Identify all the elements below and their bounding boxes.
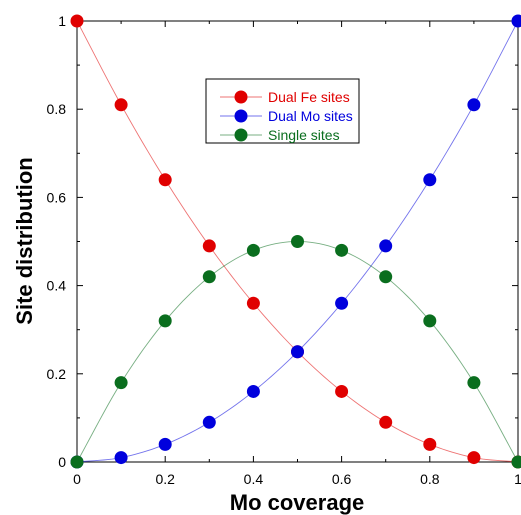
legend-label-1: Dual Mo sites [268, 108, 353, 124]
data-markers [70, 14, 521, 469]
legend: Dual Fe sites Dual Mo sites Single sites [205, 78, 360, 144]
data-point-series-0 [467, 451, 481, 465]
data-point-series-0 [70, 14, 84, 28]
data-point-series-2 [70, 455, 84, 469]
x-tick-label: 0.2 [155, 471, 175, 487]
data-point-series-2 [335, 243, 349, 257]
data-point-series-2 [467, 376, 481, 390]
x-tick-label: 0 [73, 471, 81, 487]
legend-label-0: Dual Fe sites [268, 89, 350, 105]
x-tick-label: 0.8 [420, 471, 440, 487]
data-point-series-1 [158, 437, 172, 451]
tick-labels: 0 0.2 0.4 0.6 0.8 1 0 0.2 0.4 0.6 0.8 1 [47, 13, 521, 487]
legend-marker-0 [234, 90, 248, 104]
legend-label-2: Single sites [268, 127, 340, 143]
data-point-series-2 [379, 270, 393, 284]
legend-marker-2 [234, 128, 248, 142]
data-point-series-2 [202, 270, 216, 284]
x-tick-label: 0.6 [332, 471, 352, 487]
legend-marker-1 [234, 109, 248, 123]
data-point-series-0 [246, 296, 260, 310]
data-point-series-1 [335, 296, 349, 310]
data-point-series-2 [158, 314, 172, 328]
data-point-series-1 [423, 173, 437, 187]
data-point-series-2 [291, 235, 304, 248]
x-tick-label: 0.4 [244, 471, 264, 487]
y-axis-title: Site distribution [12, 157, 37, 324]
data-point-series-1 [291, 345, 304, 359]
data-point-series-1 [467, 98, 481, 112]
data-point-series-0 [114, 98, 128, 112]
data-point-series-1 [114, 451, 128, 465]
data-point-series-2 [511, 455, 521, 469]
data-point-series-0 [379, 415, 393, 429]
data-point-series-1 [246, 384, 260, 398]
y-tick-label: 1 [58, 13, 66, 29]
data-point-series-0 [423, 437, 437, 451]
data-point-series-2 [114, 376, 128, 390]
y-tick-label: 0.4 [47, 278, 67, 294]
x-tick-label: 1 [514, 471, 521, 487]
x-axis-title: Mo coverage [230, 490, 365, 515]
data-point-series-2 [423, 314, 437, 328]
data-point-series-0 [202, 239, 216, 253]
data-point-series-0 [335, 384, 349, 398]
legend-box [205, 78, 360, 144]
y-tick-label: 0.2 [47, 366, 67, 382]
y-tick-label: 0 [58, 454, 66, 470]
data-point-series-1 [202, 415, 216, 429]
data-point-series-1 [379, 239, 393, 253]
y-tick-label: 0.8 [47, 101, 67, 117]
data-point-series-2 [246, 243, 260, 257]
data-point-series-0 [158, 173, 172, 187]
y-tick-label: 0.6 [47, 189, 67, 205]
data-point-series-1 [511, 14, 521, 28]
